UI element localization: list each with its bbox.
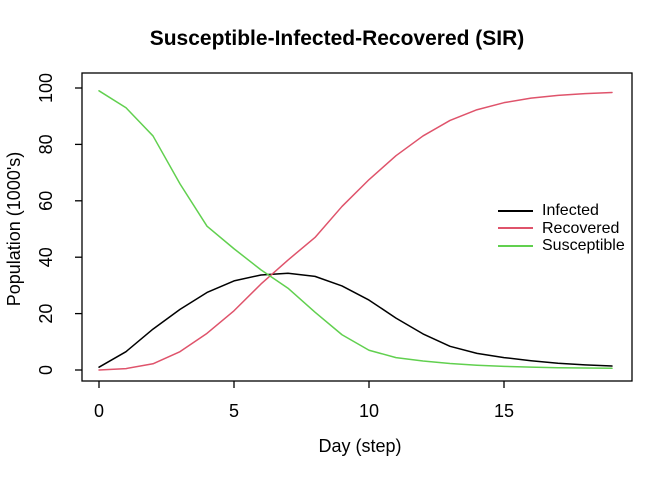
legend-label: Infected [542,202,599,219]
plot-box [81,72,633,382]
series-line-infected [98,272,613,368]
y-tick-label: 60 [36,191,56,211]
legend-line-infected-icon [498,209,533,212]
y-tick-label: 40 [36,247,56,267]
x-tick-label: 10 [359,401,379,421]
legend-label: Susceptible [542,237,625,254]
legend-line-susceptible-icon [498,244,533,247]
legend-row: Recovered [498,220,625,238]
series-lines [98,90,613,371]
x-tick-label: 5 [229,401,239,421]
y-tick-label: 100 [36,73,56,103]
y-tick-label: 20 [36,304,56,324]
legend-row: Infected [498,202,625,220]
y-tick-label: 0 [36,365,56,375]
legend-row: Susceptible [498,237,625,255]
x-tick-label: 0 [94,401,104,421]
series-line-recovered [98,91,613,371]
y-axis-title: Population (1000's) [4,152,24,307]
y-tick-label: 80 [36,134,56,154]
legend-label: Recovered [542,219,620,237]
axis-ticks: 0 5 10 15 0 20 40 60 80 100 [36,73,514,421]
x-tick-label: 15 [494,401,514,421]
series-line-susceptible [98,90,613,370]
chart-legend: Infected Recovered Susceptible [498,202,625,255]
legend-line-recovered-icon [498,227,533,230]
chart-title: Susceptible-Infected-Recovered (SIR) [150,27,525,50]
x-axis-title: Day (step) [318,436,401,456]
